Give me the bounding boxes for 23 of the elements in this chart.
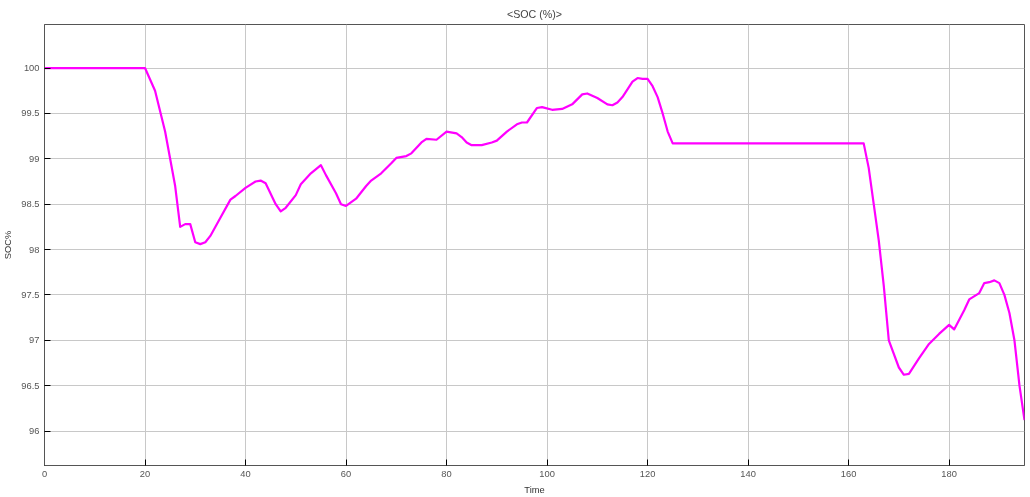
y-tick-label: 99.5: [21, 108, 40, 119]
y-tick-label: 99: [29, 153, 40, 164]
x-tick-label: 80: [441, 468, 452, 479]
chart-title: <SOC (%)>: [506, 7, 563, 20]
x-tick-label: 180: [941, 468, 957, 479]
x-axis-title: Time: [524, 484, 545, 495]
x-tick-label: 120: [639, 468, 656, 479]
y-tick-label: 100: [23, 63, 40, 74]
y-tick-label: 96: [29, 426, 40, 437]
x-tick-label: 100: [539, 468, 555, 479]
x-tick-label: 140: [740, 468, 756, 479]
x-tick-label: 0: [41, 468, 48, 479]
y-tick-label: 96.5: [21, 380, 40, 391]
x-tick-label: 40: [240, 468, 251, 479]
line-series: [44, 66, 1025, 422]
y-tick-label: 98: [29, 244, 40, 255]
y-tick-label: 98.5: [21, 199, 40, 210]
x-tick-label: 160: [840, 468, 857, 479]
y-tick-label: 97.5: [21, 289, 40, 300]
y-tick-label: 97: [29, 335, 40, 346]
x-tick-label: 20: [139, 468, 151, 479]
y-axis-title: SOC%: [3, 230, 14, 260]
x-tick-label: 60: [340, 468, 352, 479]
